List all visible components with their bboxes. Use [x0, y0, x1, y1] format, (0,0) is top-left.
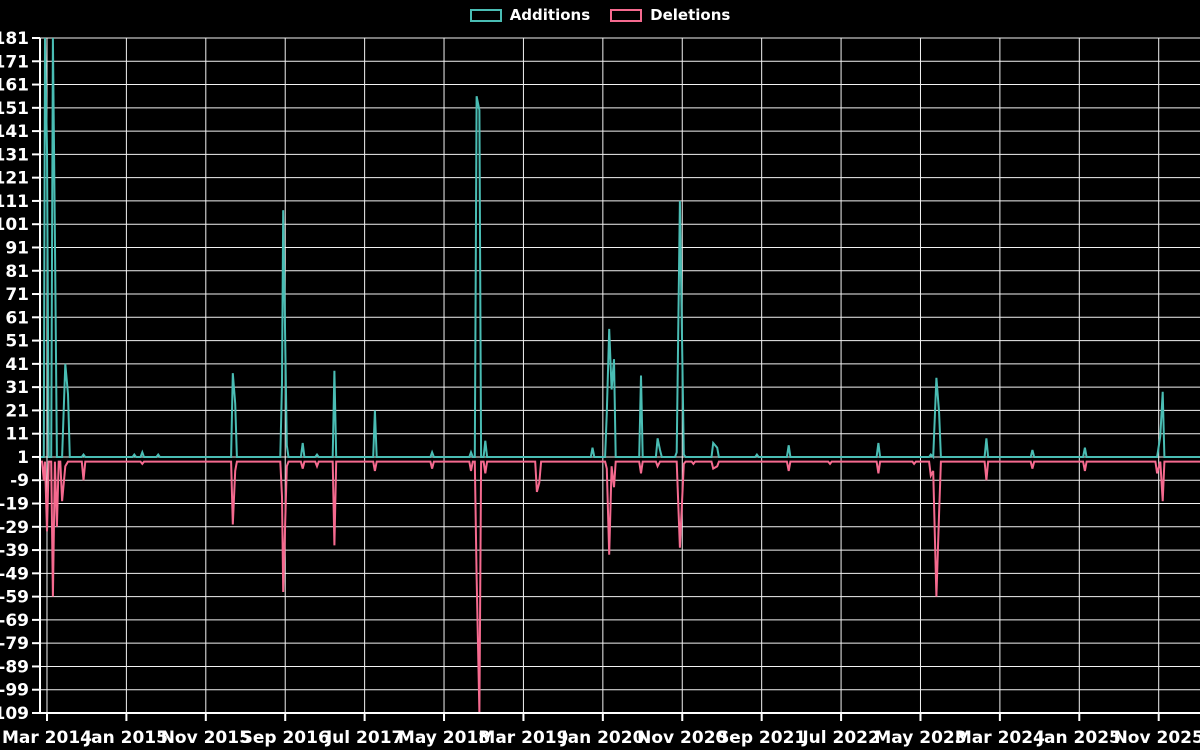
chart-legend: Additions Deletions — [0, 8, 1200, 23]
legend-label-deletions: Deletions — [650, 6, 731, 24]
y-tick-label: -69 — [0, 611, 29, 631]
x-tick-label: May 2023 — [874, 728, 966, 748]
x-tick-label: Sep 2021 — [717, 728, 806, 748]
y-tick-label: 121 — [0, 169, 29, 189]
x-tick-label: Mar 2014 — [2, 728, 92, 748]
y-tick-label: -19 — [0, 495, 29, 515]
y-tick-label: -79 — [0, 634, 29, 654]
y-tick-label: -99 — [0, 681, 29, 701]
y-tick-label: 31 — [5, 378, 29, 398]
y-tick-label: 71 — [5, 285, 29, 305]
y-tick-label: 151 — [0, 99, 29, 119]
x-tick-label: Jan 2020 — [560, 728, 644, 748]
y-tick-label: 171 — [0, 52, 29, 72]
x-tick-label: Sep 2016 — [241, 728, 330, 748]
y-tick-label: 21 — [5, 401, 29, 421]
x-tick-label: Jan 2015 — [84, 728, 168, 748]
y-tick-label: 181 — [0, 29, 29, 49]
y-tick-label: -39 — [0, 541, 29, 561]
y-tick-label: -109 — [0, 704, 29, 724]
y-tick-label: 51 — [5, 332, 29, 352]
y-tick-label: -89 — [0, 657, 29, 677]
x-tick-label: Jul 2017 — [325, 728, 404, 748]
y-tick-label: 81 — [5, 262, 29, 282]
y-tick-label: 131 — [0, 145, 29, 165]
y-tick-label: 1 — [17, 448, 29, 468]
x-tick-label: May 2018 — [398, 728, 490, 748]
x-tick-label: Nov 2020 — [637, 728, 727, 748]
y-tick-label: 61 — [5, 308, 29, 328]
y-tick-label: 41 — [5, 355, 29, 375]
x-tick-label: Nov 2015 — [161, 728, 251, 748]
y-tick-label: 111 — [0, 192, 29, 212]
y-tick-label: -29 — [0, 518, 29, 538]
legend-item-additions[interactable]: Additions — [469, 6, 591, 24]
legend-label-additions: Additions — [509, 6, 591, 24]
x-tick-label: Mar 2019 — [478, 728, 568, 748]
x-tick-label: Nov 2025 — [1114, 728, 1200, 748]
additions-series-path — [40, 38, 1200, 460]
x-tick-label: Mar 2024 — [955, 728, 1045, 748]
deletions-series-path — [40, 460, 1200, 713]
x-tick-label: Jan 2025 — [1037, 728, 1121, 748]
y-tick-label: -9 — [10, 471, 29, 491]
deletions-swatch-icon — [610, 9, 643, 22]
additions-swatch-icon — [469, 9, 502, 22]
legend-item-deletions[interactable]: Deletions — [610, 8, 730, 23]
y-tick-label: 161 — [0, 76, 29, 96]
y-tick-label: 141 — [0, 122, 29, 142]
x-tick-label: Jul 2022 — [801, 728, 880, 748]
y-tick-label: 11 — [5, 425, 29, 445]
y-tick-label: -49 — [0, 564, 29, 584]
y-tick-label: -59 — [0, 588, 29, 608]
y-tick-label: 101 — [0, 215, 29, 235]
y-tick-label: 91 — [5, 238, 29, 258]
